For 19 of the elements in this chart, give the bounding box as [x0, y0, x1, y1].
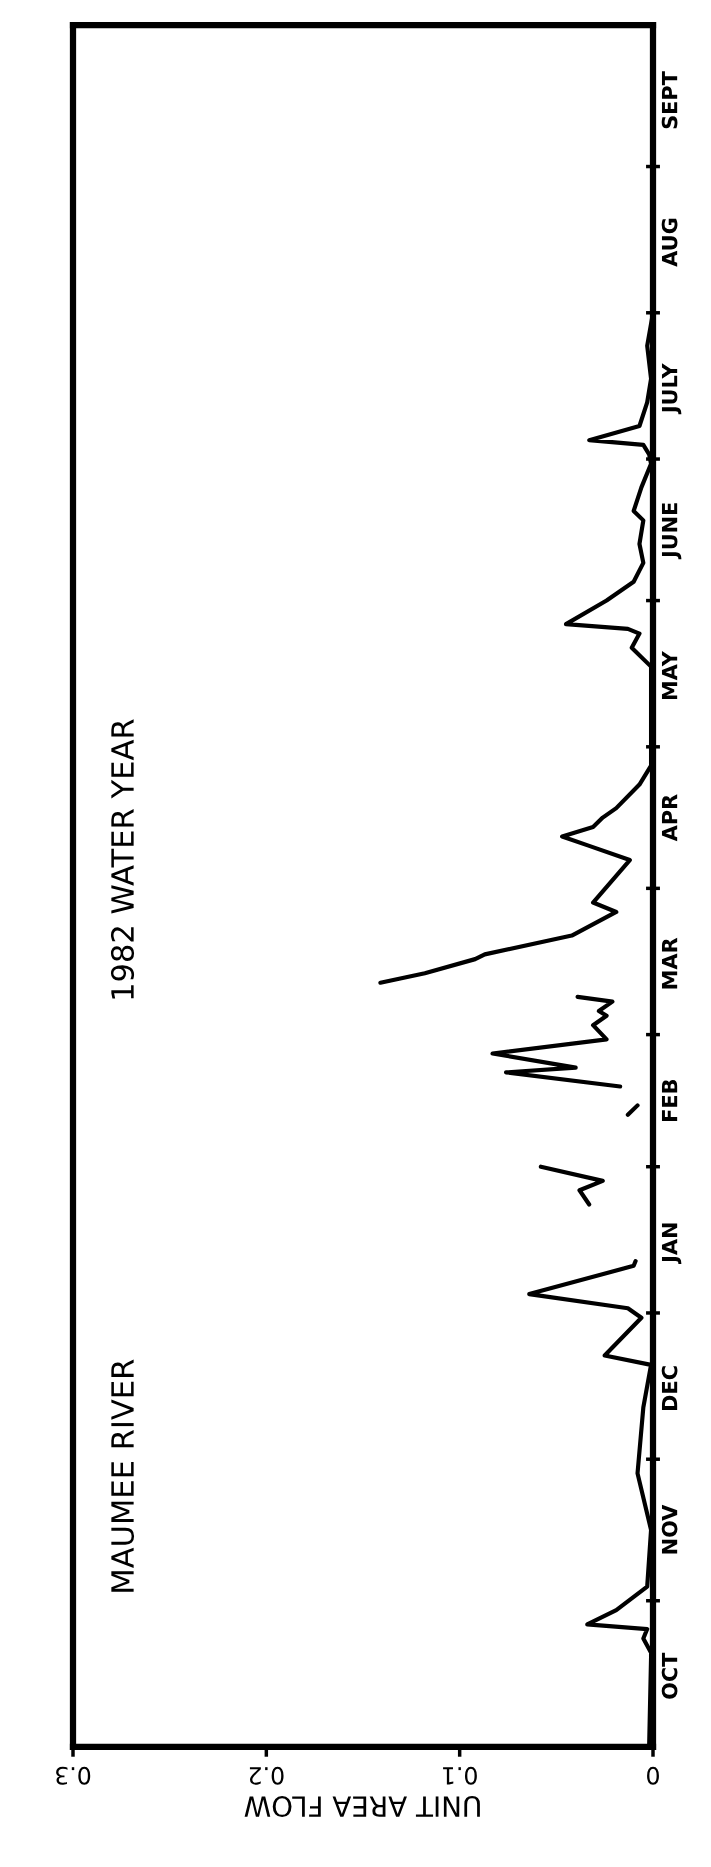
- y-tick-label: AUG: [661, 218, 678, 267]
- text: 1982 WATER YEAR: [110, 719, 135, 999]
- y-tick-label: JAN: [661, 1223, 682, 1265]
- y-tick-label: DEC: [661, 1366, 678, 1410]
- y-tick-label: MAY: [661, 650, 678, 700]
- y-tick-label: NOV: [661, 1504, 678, 1554]
- x-tick-label: 0.2: [249, 1766, 284, 1785]
- text: MAUMEE RIVER: [111, 1359, 135, 1592]
- x-axis-title: UNIT AREA FLOW: [244, 1796, 480, 1818]
- y-tick-label: APR: [661, 794, 678, 842]
- x-tick-label: 0.3: [56, 1766, 91, 1785]
- y-tick-label: JUNE: [661, 503, 682, 560]
- y-tick-label: SEPT: [661, 71, 678, 129]
- y-tick-label: OCT: [661, 1652, 678, 1699]
- y-tick-label: JULY: [661, 363, 682, 415]
- x-tick-label: 0.1: [443, 1766, 477, 1785]
- y-tick-label: MAR: [661, 937, 678, 989]
- y-tick-label: FEB: [661, 1079, 678, 1121]
- x-tick-label: 0: [647, 1766, 659, 1785]
